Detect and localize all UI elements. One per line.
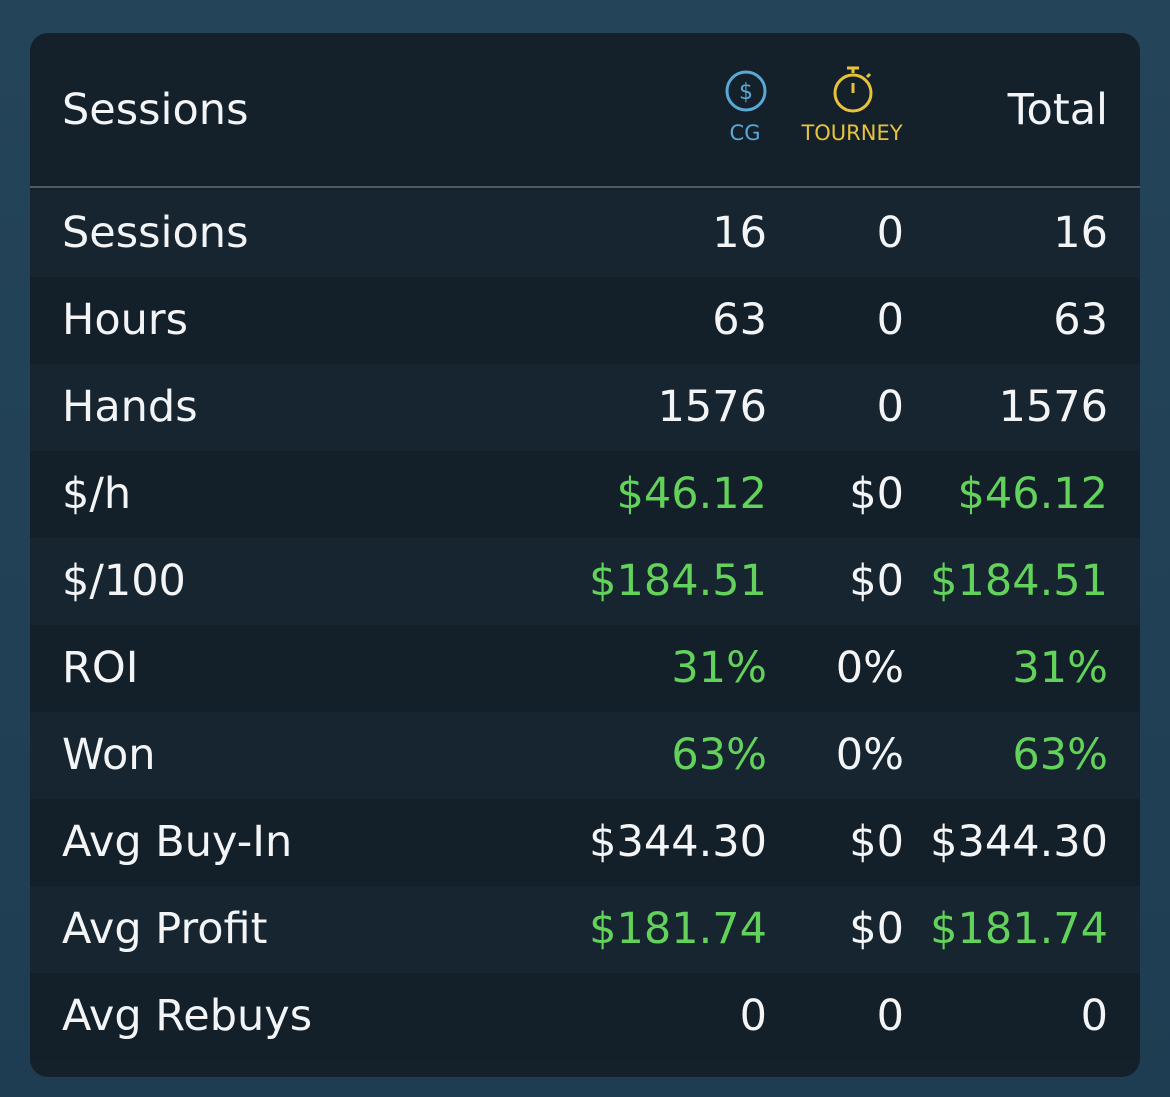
row-label: Hours <box>62 295 188 345</box>
row-label: $/100 <box>62 556 186 606</box>
cell-value: $181.74 <box>930 904 1108 954</box>
cell-value: 0 <box>876 382 904 432</box>
svg-text:$: $ <box>739 80 753 105</box>
stats-card: Sessions $ CG TOURNEY Total Sessions 16 0 1… <box>30 33 1140 1077</box>
cell-value: 1576 <box>998 382 1108 432</box>
table-row: Won 63% 0% 63% <box>30 712 1140 799</box>
row-label: Hands <box>62 382 198 432</box>
row-label: Avg Profit <box>62 904 268 954</box>
cell-value: 63 <box>712 295 767 345</box>
table-row: Hands 1576 0 1576 <box>30 364 1140 451</box>
column-header: TOURNEY <box>801 121 903 145</box>
cell-value: 0% <box>835 643 904 693</box>
cell-value: 0 <box>876 295 904 345</box>
cell-value: 16 <box>1053 208 1108 258</box>
divider <box>30 186 1140 188</box>
row-label: Avg Rebuys <box>62 991 313 1041</box>
cell-value: $344.30 <box>589 817 767 867</box>
cell-value: $0 <box>849 817 904 867</box>
row-label: Won <box>62 730 156 780</box>
cell-value: 0 <box>1080 991 1108 1041</box>
cg-icon: $ <box>725 70 767 112</box>
cell-value: 0% <box>835 730 904 780</box>
cell-value: 63% <box>1012 730 1108 780</box>
cell-value: $0 <box>849 469 904 519</box>
tourney-icon <box>833 66 873 113</box>
cell-value: 16 <box>712 208 767 258</box>
table-row: Avg Rebuys 0 0 0 <box>30 973 1140 1060</box>
cell-value: $46.12 <box>957 469 1108 519</box>
row-label: $/h <box>62 469 132 519</box>
cell-value: $0 <box>849 556 904 606</box>
row-label: Sessions <box>62 208 249 258</box>
table-row: Avg Profit $181.74 $0 $181.74 <box>30 886 1140 973</box>
table-row: Avg Buy-In $344.30 $0 $344.30 <box>30 799 1140 886</box>
cell-value: 1576 <box>657 382 767 432</box>
cell-value: $46.12 <box>616 469 767 519</box>
table-row: $/h $46.12 $0 $46.12 <box>30 451 1140 538</box>
cell-value: $184.51 <box>930 556 1108 606</box>
row-label: ROI <box>62 643 139 693</box>
cell-value: $181.74 <box>589 904 767 954</box>
column-header: Total <box>1007 85 1108 135</box>
cell-value: $184.51 <box>589 556 767 606</box>
cell-value: 0 <box>876 208 904 258</box>
cell-value: 63 <box>1053 295 1108 345</box>
table-row: Hours 63 0 63 <box>30 277 1140 364</box>
cell-value: 0 <box>876 991 904 1041</box>
cell-value: 0 <box>739 991 767 1041</box>
cell-value: $0 <box>849 904 904 954</box>
cell-value: $344.30 <box>930 817 1108 867</box>
table-row: Sessions 16 0 16 <box>30 190 1140 277</box>
cell-value: 63% <box>671 730 767 780</box>
cell-value: 31% <box>671 643 767 693</box>
column-header: CG <box>729 121 761 145</box>
row-label: Avg Buy-In <box>62 817 293 867</box>
cell-value: 31% <box>1012 643 1108 693</box>
table-row: ROI 31% 0% 31% <box>30 625 1140 712</box>
table-row: $/100 $184.51 $0 $184.51 <box>30 538 1140 625</box>
header-title: Sessions <box>62 85 249 135</box>
